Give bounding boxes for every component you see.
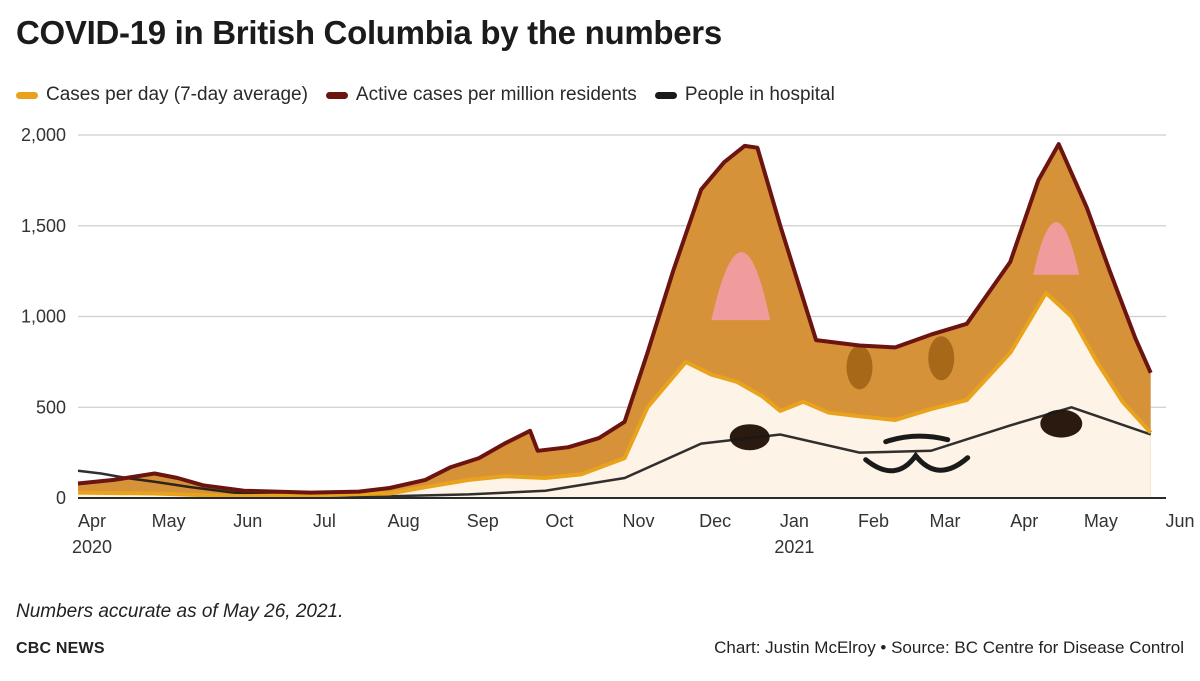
legend-label-active: Active cases per million residents — [355, 84, 637, 105]
y-tick-label: 500 — [36, 397, 66, 417]
x-tick-label: Nov — [623, 511, 655, 531]
legend-swatch-hospital — [654, 91, 677, 99]
x-tick-label: Mar — [930, 511, 961, 531]
y-tick-label: 0 — [56, 488, 66, 508]
x-tick-label: May — [1084, 511, 1118, 531]
y-axis-labels: 0 500 1,000 1,500 2,000 — [21, 125, 66, 508]
y-tick-label: 2,000 — [21, 125, 66, 145]
x-tick-label: Jun — [233, 511, 262, 531]
legend-item-hospital: People in hospital — [654, 84, 835, 106]
legend-label-cases: Cases per day (7-day average) — [46, 84, 308, 105]
cat-mouth — [863, 433, 971, 474]
x-tick-label: Apr — [78, 511, 106, 531]
cases-per-day-area — [78, 292, 1151, 498]
legend-label-hospital: People in hospital — [684, 84, 835, 105]
cat-eye-right — [1040, 409, 1083, 438]
cat-brow-left — [846, 345, 873, 390]
series-areas — [78, 144, 1151, 498]
x-tick-label: Jul — [313, 511, 336, 531]
legend-swatch-cases — [16, 91, 38, 99]
x-tick-label: Oct — [545, 511, 573, 531]
x-tick-label: Dec — [699, 511, 731, 531]
x-tick-label: Sep — [467, 511, 499, 531]
accuracy-note: Numbers accurate as of May 26, 2021. — [16, 601, 344, 622]
chart-legend: Cases per day (7-day average) Active cas… — [16, 84, 853, 106]
active-cases-line — [77, 142, 1153, 495]
x-tick-label: Aug — [388, 511, 420, 531]
active-cases-area — [78, 144, 1151, 498]
legend-item-active: Active cases per million residents — [325, 84, 637, 106]
x-tick-label: Apr — [1010, 511, 1038, 531]
people-in-hospital-line — [77, 405, 1152, 498]
chart-plot: 0 500 1,000 1,500 2,000 Apr 2020 May Jun Jul Aug S… — [21, 125, 1195, 557]
brand-logo-text: CBC NEWS — [16, 640, 105, 657]
x-tick-label: May — [152, 511, 186, 531]
cat-ear-right — [1033, 222, 1080, 275]
cat-ear-left — [711, 252, 771, 321]
y-tick-label: 1,500 — [21, 216, 66, 236]
series-lines — [77, 142, 1166, 499]
chart-credit: Chart: Justin McElroy • Source: BC Centr… — [714, 638, 1184, 657]
x-tick-label: Jan — [780, 511, 809, 531]
x-tick-year-label: 2021 — [774, 537, 814, 557]
x-tick-label: Jun — [1165, 511, 1194, 531]
cases-per-day-line — [77, 290, 1153, 499]
x-axis-labels: Apr 2020 May Jun Jul Aug Sep Oct Nov Dec Jan 2021 Fe… — [72, 511, 1195, 557]
legend-swatch-active — [325, 91, 348, 99]
cat-brow-right — [928, 336, 955, 381]
chart-title: COVID-19 in British Columbia by the numb… — [16, 14, 722, 51]
legend-item-cases: Cases per day (7-day average) — [16, 84, 308, 106]
y-tick-label: 1,000 — [21, 307, 66, 327]
x-tick-label: Feb — [858, 511, 889, 531]
x-tick-year-label: 2020 — [72, 537, 112, 557]
cat-face-decoration — [711, 222, 1083, 474]
